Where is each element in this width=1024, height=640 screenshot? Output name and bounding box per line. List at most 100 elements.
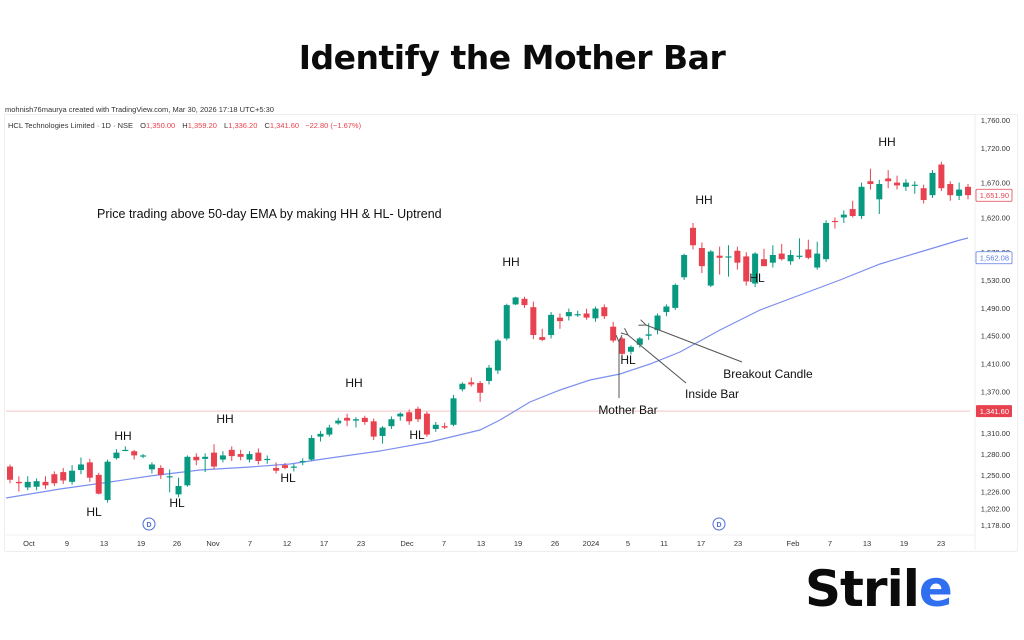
candle-body <box>840 214 847 218</box>
time-tick: Dec <box>400 539 414 548</box>
price-tick: 1,720.00 <box>981 144 1010 153</box>
time-axis[interactable]: Oct 9 13 19 26 Nov 7 12 17 23 Dec 7 13 19 26 2024 5 11 17 2… <box>6 517 975 548</box>
callout-label: Inside Bar <box>685 387 739 401</box>
candle <box>42 476 49 489</box>
candle <box>95 472 102 495</box>
candle-body <box>920 188 927 201</box>
candle <box>290 463 297 472</box>
price-tick: 1,250.00 <box>981 471 1010 480</box>
candle <box>246 451 253 463</box>
time-tick: 17 <box>697 539 705 548</box>
candle-body <box>202 456 209 459</box>
time-tick: Feb <box>787 539 800 548</box>
price-tick: 1,178.00 <box>981 521 1010 530</box>
tradingview-credit: mohnish76maurya created with TradingView… <box>5 105 274 114</box>
candle <box>690 222 697 250</box>
candles <box>7 161 971 503</box>
candle-body <box>317 433 324 437</box>
higher-low-label: HL <box>620 353 636 367</box>
candle-body <box>805 249 812 258</box>
candle <box>840 210 847 223</box>
candle <box>743 252 750 286</box>
candle <box>299 458 306 466</box>
time-tick: 13 <box>863 539 871 548</box>
symbol-name: HCL Technologies Limited · 1D · NSE <box>8 121 134 130</box>
candle <box>104 459 111 503</box>
higher-low-label: HL <box>749 271 765 285</box>
candle <box>157 465 164 480</box>
candle <box>858 182 865 219</box>
candle <box>477 380 484 402</box>
time-tick: 19 <box>137 539 145 548</box>
candle-body <box>459 383 466 390</box>
candle <box>814 241 821 270</box>
time-tick: 23 <box>937 539 945 548</box>
dividend-marker[interactable]: D <box>712 517 726 531</box>
candle <box>148 462 155 474</box>
candle <box>423 411 430 437</box>
candle-body <box>352 419 359 421</box>
candle-body <box>397 413 404 417</box>
candle-body <box>530 307 537 336</box>
callout-label: Mother Bar <box>598 403 657 417</box>
candle <box>876 179 883 214</box>
candle-body <box>7 466 13 480</box>
candle-body <box>681 255 688 278</box>
candle <box>450 394 457 427</box>
candle <box>441 422 448 429</box>
time-tick: 23 <box>734 539 742 548</box>
candle-body <box>734 250 741 263</box>
candle <box>494 339 501 374</box>
candle <box>698 242 705 274</box>
low-label: L <box>224 121 229 130</box>
candle <box>166 469 173 493</box>
candle-body <box>627 346 634 352</box>
candle <box>583 308 590 320</box>
price-tick: 1,410.00 <box>981 360 1010 369</box>
dividend-label: D <box>716 522 721 529</box>
candle-body <box>636 338 643 345</box>
candle-body <box>379 427 386 436</box>
candle <box>512 296 519 306</box>
higher-high-label: HH <box>345 376 362 390</box>
candle <box>965 184 971 200</box>
candle <box>308 435 315 461</box>
ema-path <box>5 237 969 499</box>
dividend-marker[interactable]: D <box>142 517 156 531</box>
high-value: 1,359.20 <box>187 121 217 130</box>
candle-body <box>796 255 803 257</box>
candle-body <box>760 259 767 267</box>
symbol-legend: HCL Technologies Limited · 1D · NSE O1,3… <box>8 121 361 130</box>
candle-body <box>956 189 963 196</box>
candle <box>831 217 838 229</box>
time-tick: 11 <box>660 539 668 548</box>
candle-body <box>486 367 492 381</box>
price-tick: 1,310.00 <box>981 429 1010 438</box>
price-tick: 1,760.00 <box>981 116 1010 125</box>
candle <box>193 453 200 466</box>
current-price-tag <box>975 188 1013 202</box>
candle <box>60 467 67 484</box>
candle-body <box>255 452 262 461</box>
candle <box>432 422 439 432</box>
price-tick: 1,202.00 <box>981 504 1010 513</box>
candle <box>796 238 803 260</box>
candle <box>77 457 84 475</box>
page-title: Identify the Mother Bar <box>298 38 726 77</box>
candle-body <box>246 454 253 460</box>
time-tick: 7 <box>828 539 832 548</box>
dividend-icon[interactable] <box>712 517 726 531</box>
candle <box>15 476 22 492</box>
callout-breakout-candle: Breakout Candle <box>646 325 813 381</box>
candle-body <box>42 481 49 486</box>
price-tick: 1,530.00 <box>981 276 1010 285</box>
price-tick: 1,370.00 <box>981 387 1010 396</box>
candle <box>707 250 714 288</box>
dividend-icon[interactable] <box>142 517 156 531</box>
candle-body <box>707 251 714 286</box>
price-axis[interactable]: 1,760.001,720.001,670.001,620.001,570.00… <box>974 114 1013 550</box>
higher-low-label: HL <box>169 496 185 510</box>
candle-body <box>415 408 422 420</box>
candle <box>415 406 422 423</box>
